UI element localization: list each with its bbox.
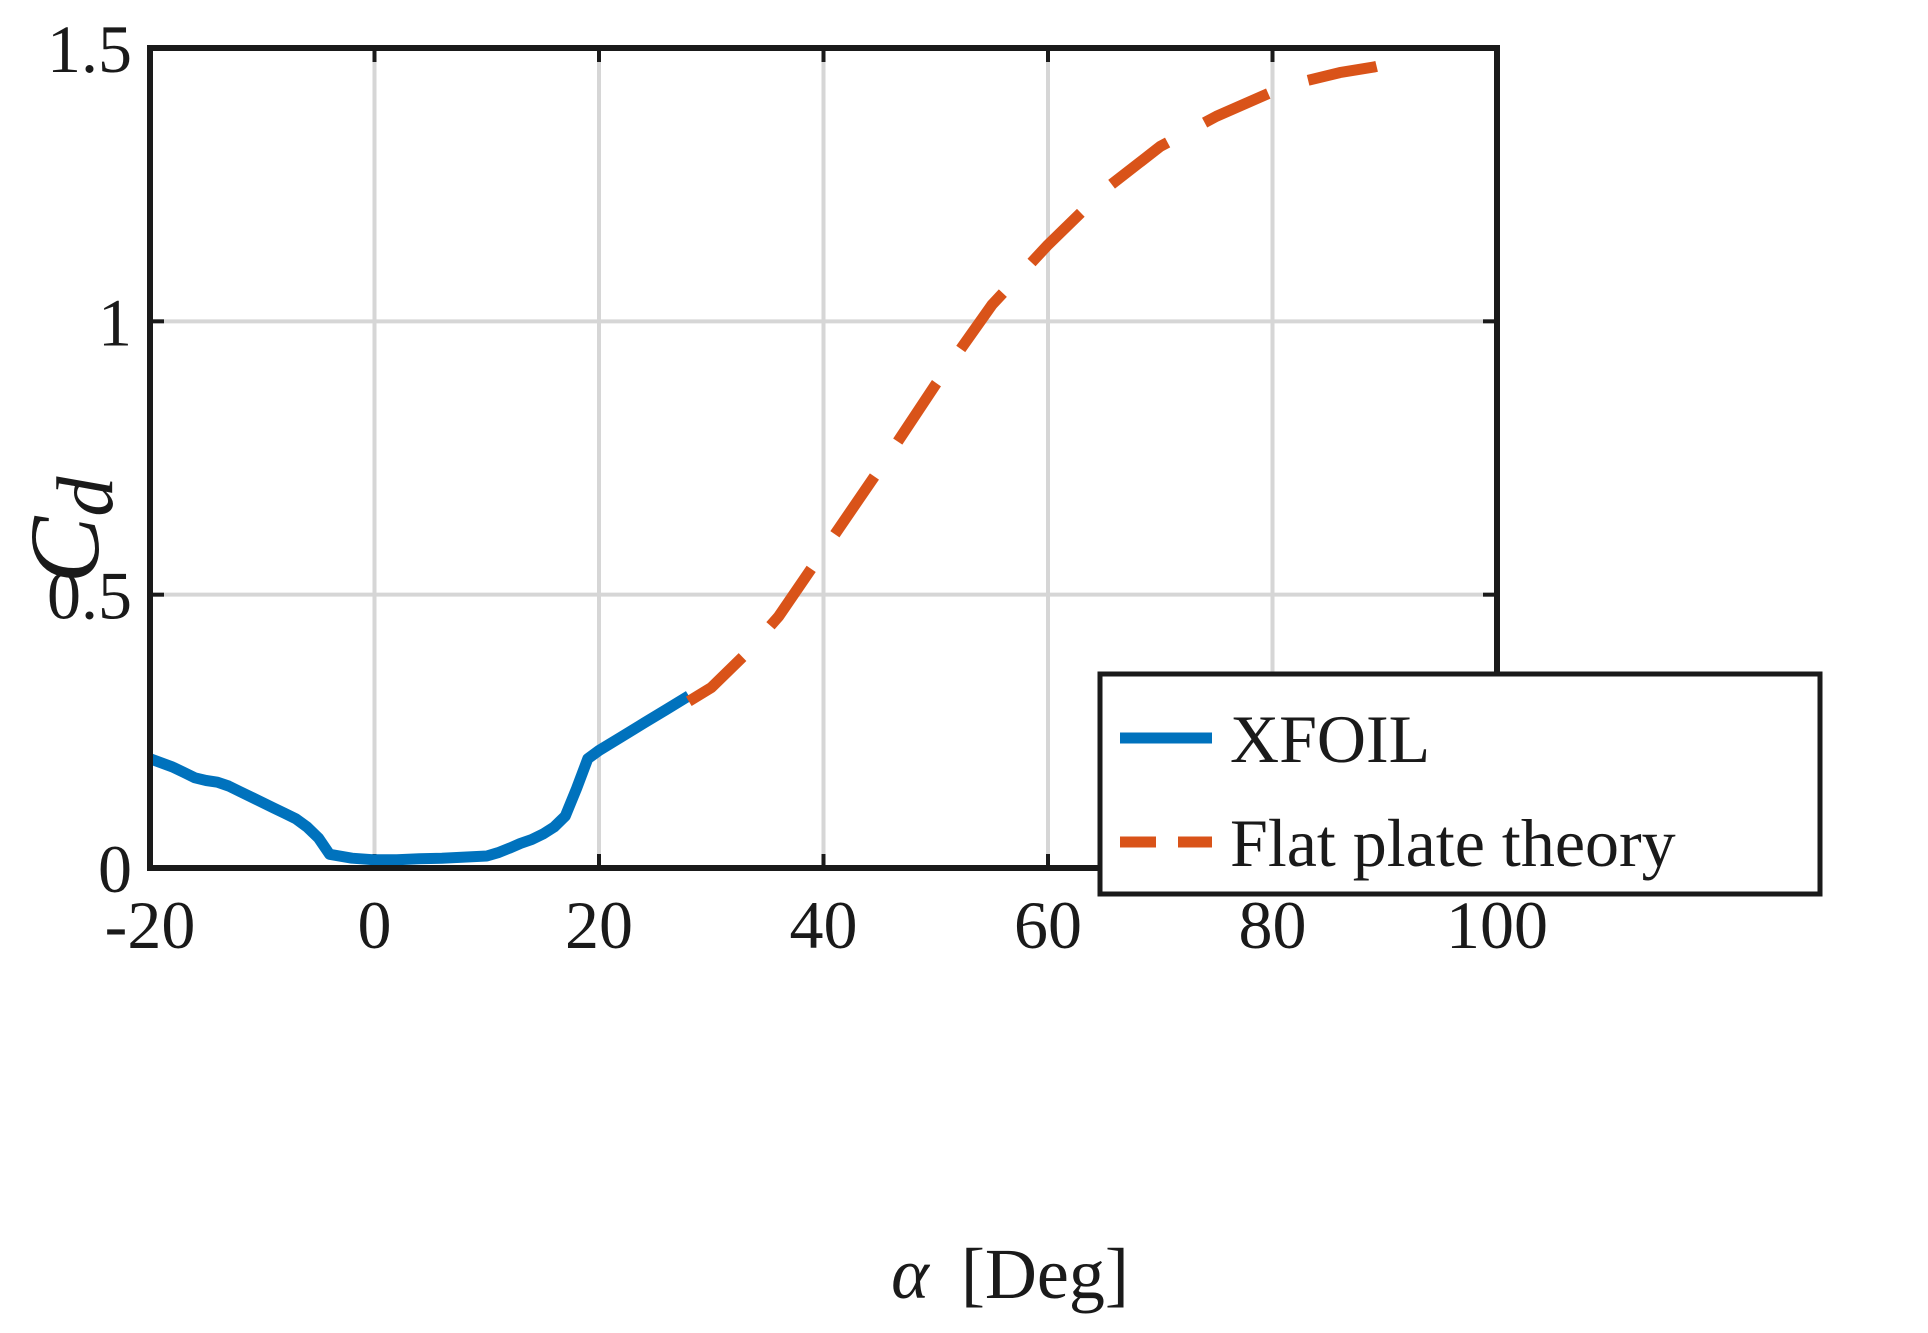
legend: XFOIL Flat plate theory	[1097, 671, 1823, 897]
legend-box	[1097, 671, 1823, 897]
y-axis-label-subscript: d	[42, 476, 130, 517]
x-tick-label: 100	[1446, 887, 1548, 963]
series-line-flat-plate-theory	[685, 59, 1387, 706]
x-tick-label: 0	[358, 887, 392, 963]
x-axis-label-unit: [Deg]	[961, 1234, 1129, 1314]
y-tick-label: 0.5	[47, 558, 132, 634]
legend-label-xfoil: XFOIL	[1230, 701, 1430, 777]
y-axis-label: Cd	[9, 476, 130, 584]
x-axis-label-symbol: α	[891, 1234, 930, 1314]
x-tick-label: 80	[1239, 887, 1307, 963]
data-series	[148, 59, 1387, 866]
legend-label-flat-plate-theory: Flat plate theory	[1230, 805, 1676, 881]
y-axis-label-main: C	[9, 515, 120, 583]
x-axis-label: α [Deg]	[891, 1234, 1129, 1314]
series-line-xfoil	[148, 691, 692, 866]
x-tick-label: 60	[1014, 887, 1082, 963]
y-tick-label: 1	[98, 284, 132, 360]
plot-frame	[147, 45, 1500, 871]
y-tick-label: 0	[98, 831, 132, 907]
x-tick-label: 40	[790, 887, 858, 963]
y-tick-label: 1.5	[47, 11, 132, 87]
x-tick-label: 20	[565, 887, 633, 963]
x-tick-label: -20	[105, 887, 196, 963]
